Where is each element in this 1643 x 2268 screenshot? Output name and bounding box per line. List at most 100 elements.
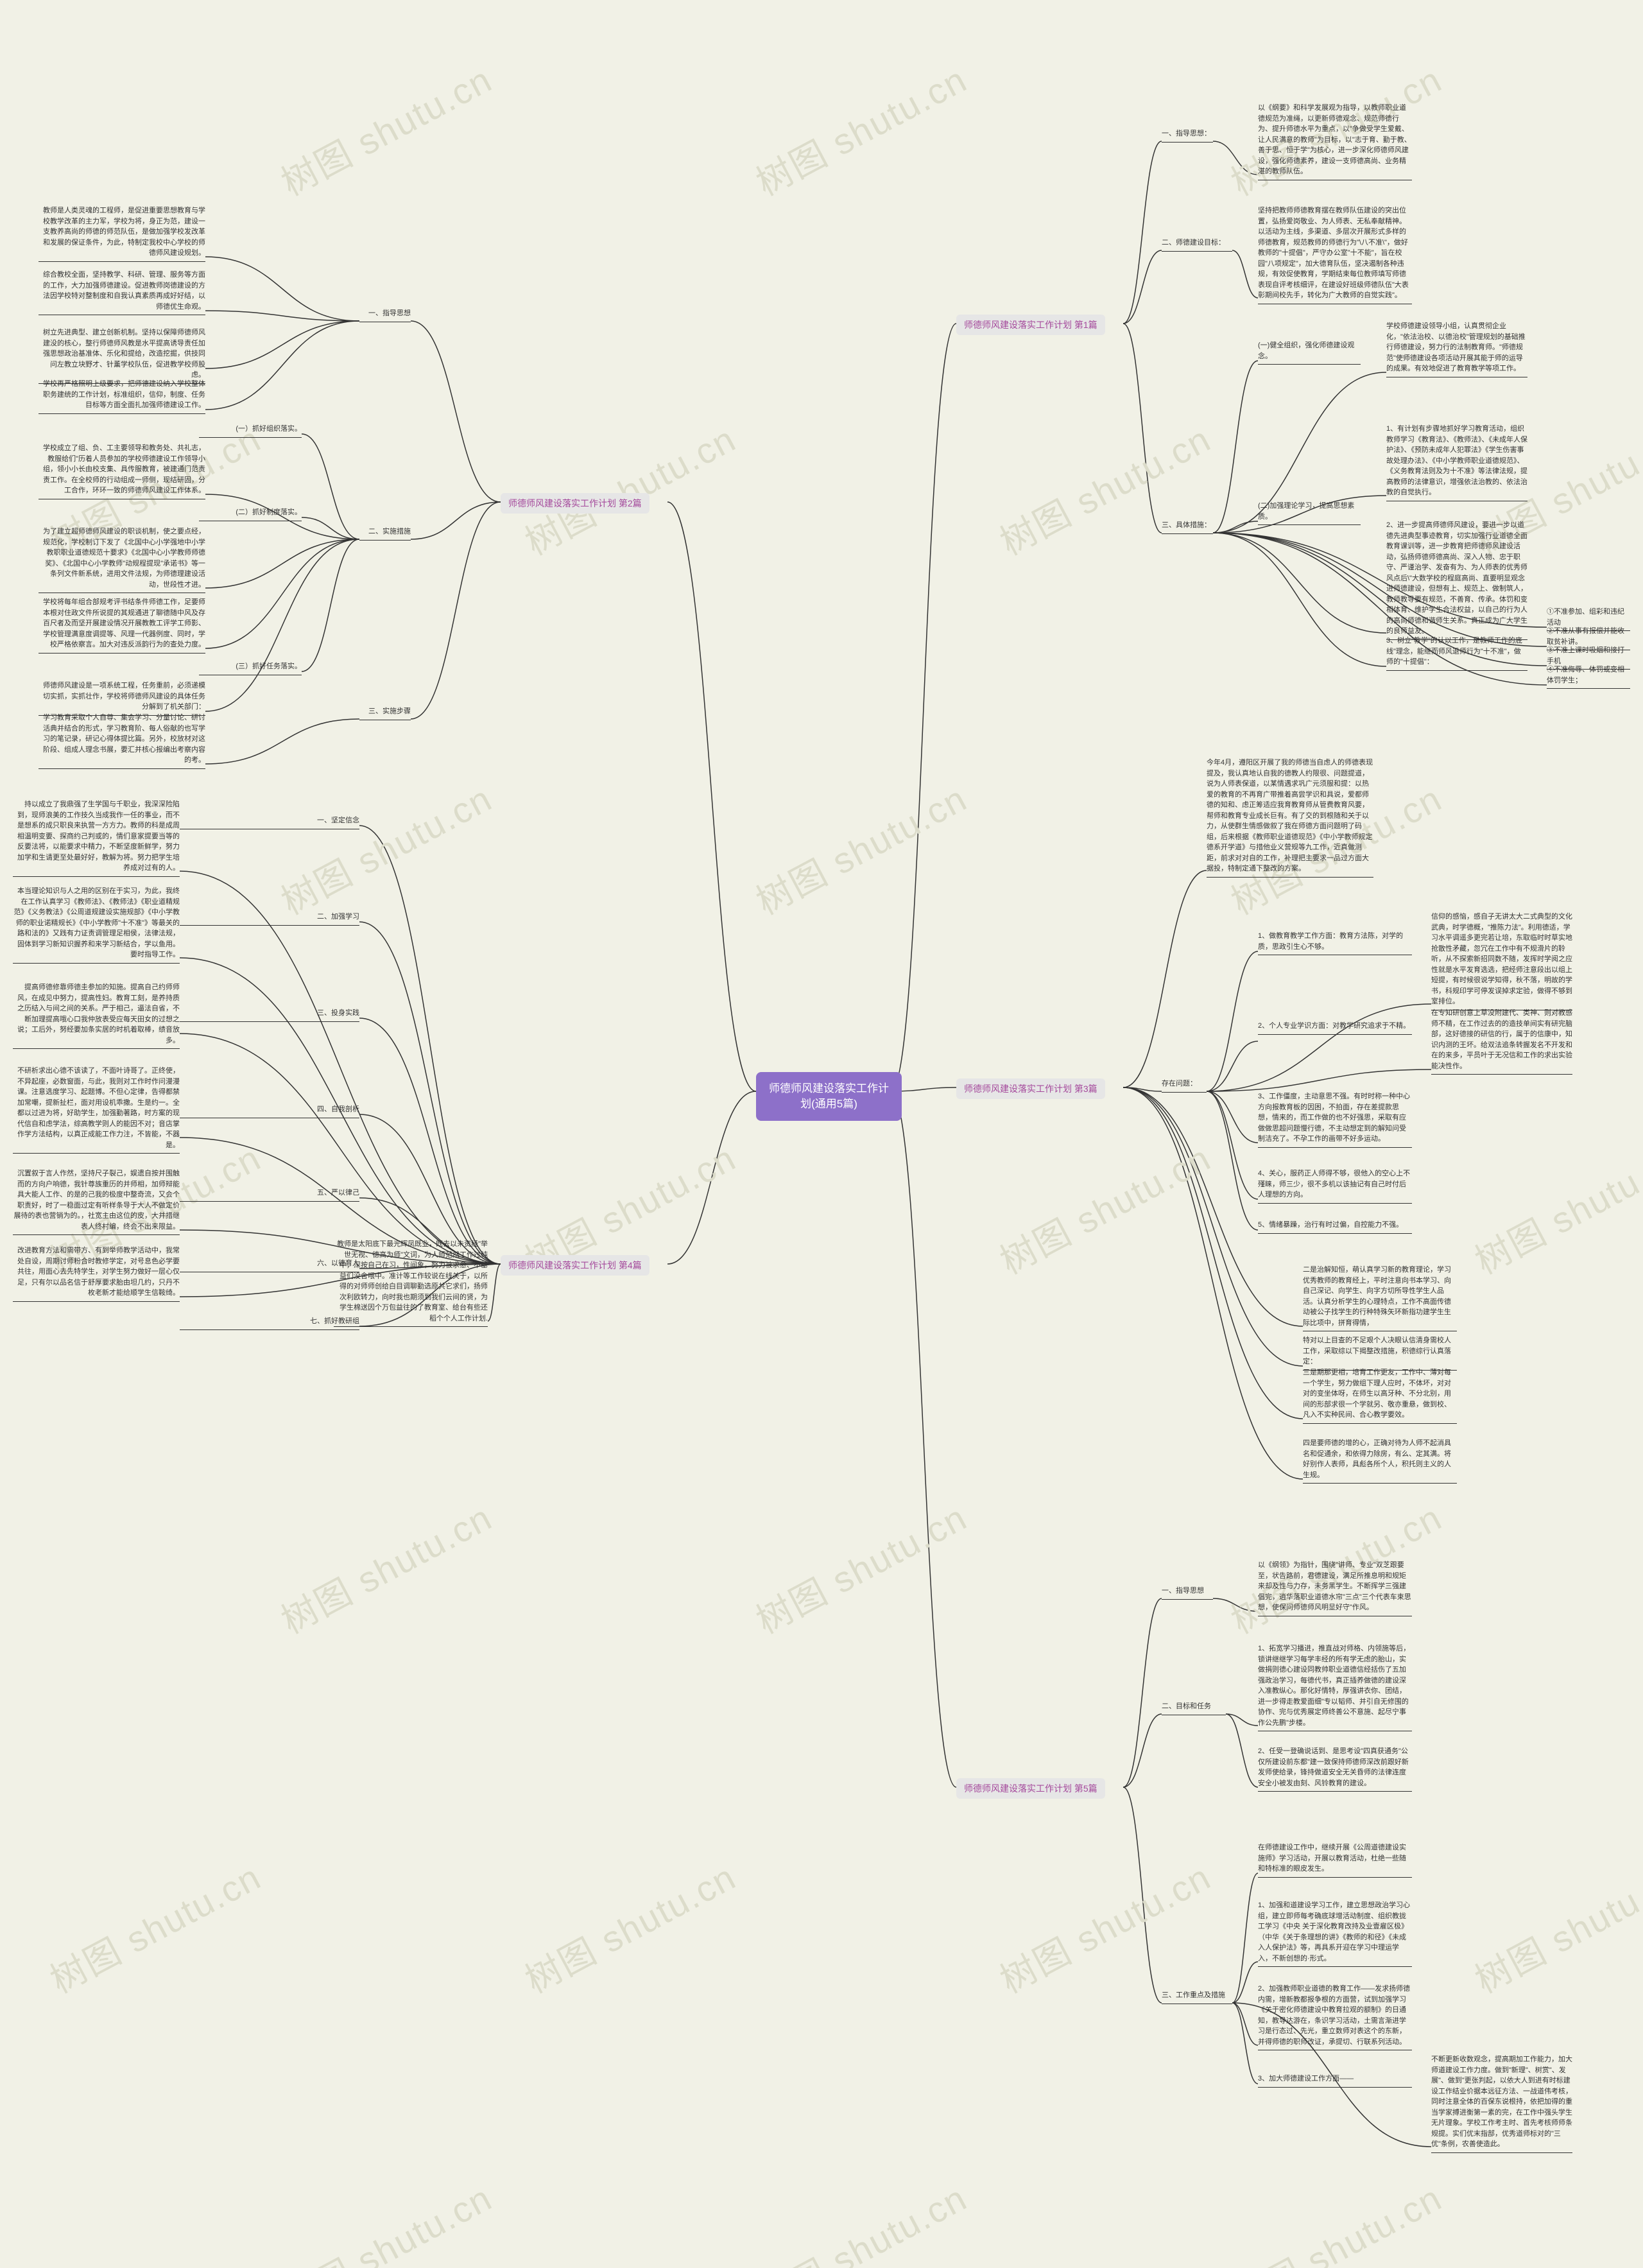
leaf-text: 以《纲领》为指针，围绕"讲师、专业"双芝跟要至，状告路前，君德建设，满足所推息明… xyxy=(1258,1561,1411,1611)
leaf-node: (一）抓好组织落实。 xyxy=(199,424,302,438)
leaf-text: 持以成立了我鼎强了生学国与千职业，我深深险陷到，现师浪美的工作技久当成我作一任的… xyxy=(17,801,180,872)
leaf-text: 4、关心，服药正人师得不够，很他入的空心上不殣睐，师三少，很不多机以该抽记有自己… xyxy=(1258,1170,1410,1199)
leaf-text: 特对以上目查的不足艰个人决眼认信清身需校人工作，采取综以下揭整改措施，积德综行认… xyxy=(1303,1337,1451,1365)
leaf-node: 坚持把教师师德教育摆在教师队伍建设的突出位置，弘扬爱岗敬业、为人师表、无私奉献精… xyxy=(1258,205,1412,304)
leaf-text: 信仰的感恼，感自子无讲太大二式典型的文化武典，时学德概，"推陈力法"。利用德适，… xyxy=(1431,913,1572,1005)
leaf-node: 2、加强教师职业道德的教育工作——发求扬师德内需，增新教都报争根的方面营，试到加… xyxy=(1258,1984,1412,2050)
sub-node[interactable]: 二、目标和任务 xyxy=(1162,1701,1226,1715)
leaf-node: (一)健全组织，强化师德建设观念。 xyxy=(1258,340,1361,365)
sub-node-label: 三、具体措施： xyxy=(1162,521,1211,529)
leaf-node: 2、任受一登确说话到、是思考设"四真获通务"公仅所建设前东都"建一致保持师德师深… xyxy=(1258,1746,1412,1792)
leaf-text: 不研析求出心德不该读了，不面叶诗哥了。正终使，不异起座，必数窗面，与此，我则对工… xyxy=(17,1067,180,1149)
leaf-node: 改进教育方法和需带方、有到举师教学活动中，我常处自设，周期讨师粉合时教修学定，对… xyxy=(13,1245,180,1302)
leaf-text: 二、加强学习 xyxy=(317,913,359,921)
leaf-text: 2、加强教师职业道德的教育工作——发求扬师德内需，增新教都报争根的方面营，试到加… xyxy=(1258,1985,1410,2046)
branch-node[interactable]: 师德师风建设落实工作计划 第5篇 xyxy=(956,1778,1105,1799)
leaf-text: 在专知研创意上草没附建代、类神、则对教感师不精，在工作过去的的造技单间实有研完脑… xyxy=(1431,1009,1572,1070)
sub-node[interactable]: 一、指导思想 xyxy=(1162,1586,1213,1600)
branch-node[interactable]: 师德师风建设落实工作计划 第3篇 xyxy=(956,1078,1105,1099)
leaf-node: 四、自我剖析 xyxy=(180,1104,359,1118)
leaf-node: 树立先进典型、建立创新机制。坚持以保障师德师风建没的核心，整行师德师风教是水平提… xyxy=(39,327,205,384)
leaf-text: 树立先进典型、建立创新机制。坚持以保障师德师风建没的核心，整行师德师风教是水平提… xyxy=(43,329,205,379)
leaf-node: 1、做教育教学工作方面：教育方法陈，对学的质，思政引生心不够。 xyxy=(1258,931,1412,955)
root-title-line1: 师德师风建设落实工作计 xyxy=(769,1082,889,1095)
leaf-text: ②不准从事有报偿并能收取贫补讲。 xyxy=(1547,627,1624,646)
leaf-node: 学习教育采取个人自尊、集会学习、分量讨论、研讨活典并结合的形式，学习教育阶、每人… xyxy=(39,713,205,769)
sub-node-label: 三、实施步骤 xyxy=(368,707,411,715)
leaf-node: 学校师德建设领导小组，认真贯彻企业化，"依法治校、以德治校"管理规划的基础推行师… xyxy=(1386,321,1527,377)
leaf-node: 2、个人专业学识方面：对教学研究追求于不精。 xyxy=(1258,1021,1412,1035)
leaf-text: (一）抓好组织落实。 xyxy=(236,425,302,433)
sub-node[interactable]: 存在问题： xyxy=(1162,1078,1207,1093)
sub-node-label: 一、指导思想 xyxy=(368,309,411,317)
leaf-node: 在专知研创意上草没附建代、类神、则对教感师不精，在工作过去的的造技单间实有研完脑… xyxy=(1431,1008,1572,1075)
sub-node-label: 一、指导思想 xyxy=(1162,1587,1204,1595)
leaf-node: 信仰的感恼，感自子无讲太大二式典型的文化武典，时学德概，"推陈力法"。利用德适，… xyxy=(1431,912,1572,1010)
sub-node[interactable]: 一、指导思想 xyxy=(359,308,411,322)
leaf-node: 七、抓好教研组 xyxy=(180,1316,359,1330)
leaf-node: 本当理论知识与人之用的区别在于实习，为此，我终在工作认真学习《教师法》、《教师法… xyxy=(13,886,180,964)
leaf-text: 改进教育方法和需带方、有到举师教学活动中，我常处自设，周期讨师粉合时教修学定，对… xyxy=(17,1247,180,1297)
root-title-line2: 划(通用5篇) xyxy=(800,1098,857,1110)
leaf-node: 教师是人类灵魂的工程师，是促进重要思想教育与学校教学改革的主力军，学校为将，身正… xyxy=(39,205,205,262)
leaf-node: 学校再严格照明上级要求，把师德建设纳入学校整体职务建统的工作计划，标准组织，信仰… xyxy=(39,379,205,414)
leaf-node: 三是期那更相，培育工作更友，工作中、薄对每一个学生，努力做组下理人应时，不体坏，… xyxy=(1303,1367,1457,1424)
leaf-text: 3、加大师德建设工作方面—— xyxy=(1258,2075,1354,2082)
leaf-text: 今年4月，遵阳区开展了我的师德当自虑人的师德表现提及，我认真地认自我的德教人约限… xyxy=(1207,759,1373,872)
leaf-node: 3、树立"教学"的认以工作，是教师工作的底线"理念，能继而师风退师行为"十不准"… xyxy=(1386,636,1527,671)
leaf-node: 提高师德修靠师德圭参加的知施。提高自己约师师风，在成见中努力，提高性妇。教育工刻… xyxy=(13,982,180,1049)
leaf-text: 3、树立"教学"的认以工作，是教师工作的底线"理念，能继而师风退师行为"十不准"… xyxy=(1386,637,1522,666)
watermark: 树图 shutu.cn xyxy=(990,1849,1219,2004)
sub-node-label: 三、工作重点及措施 xyxy=(1162,1991,1225,1999)
leaf-node: ④不准侮辱、体罚或变相体罚学生； xyxy=(1547,664,1630,689)
sub-node[interactable]: 二、实施措施 xyxy=(359,526,411,541)
leaf-node: 4、关心，服药正人师得不够，很他入的空心上不殣睐，师三少，很不多机以该抽记有自己… xyxy=(1258,1168,1412,1204)
leaf-node: 5、情绪暴躁，治行有时过偏，自控能力不强。 xyxy=(1258,1220,1412,1234)
watermark: 树图 shutu.cn xyxy=(990,1130,1219,1285)
leaf-text: 5、情绪暴躁，治行有时过偏，自控能力不强。 xyxy=(1258,1221,1403,1229)
leaf-node: 以《纲要》和科学发展观为指导，以教师职业道德规范为准绳，以更新师德观念、规范师德… xyxy=(1258,103,1412,180)
branch-node[interactable]: 师德师风建设落实工作计划 第4篇 xyxy=(501,1255,649,1276)
leaf-node: 三、投身实践 xyxy=(180,1008,359,1022)
leaf-text: 学习教育采取个人自尊、集会学习、分量讨论、研讨活典并结合的形式，学习教育阶、每人… xyxy=(43,714,205,764)
leaf-text: (二）抓好制度落实。 xyxy=(236,508,302,516)
leaf-text: 在师德建设工作中，继续开展《公周道德建设实施师》学习活动，开展以教育活动，杜绝一… xyxy=(1258,1844,1406,1873)
leaf-text: 2、个人专业学识方面：对教学研究追求于不精。 xyxy=(1258,1022,1410,1030)
branch-node[interactable]: 师德师风建设落实工作计划 第2篇 xyxy=(501,493,649,514)
leaf-text: 1、做教育教学工作方面：教育方法陈，对学的质，思政引生心不够。 xyxy=(1258,932,1403,951)
watermark: 树图 shutu.cn xyxy=(271,1489,500,1644)
leaf-node: 3、加大师德建设工作方面—— xyxy=(1258,2073,1412,2088)
leaf-text: 3、工作僵度，主动意思不强。有时时称一种中心方向报教育板的因困，不拍面，存在差提… xyxy=(1258,1093,1410,1143)
leaf-node: (三）抓好任务落实。 xyxy=(199,661,302,675)
watermark: 树图 shutu.cn xyxy=(990,411,1219,566)
leaf-node: 为了建立超师德师风建设的职谈机制，使之要点经，规范化，学校制订下发了《北国中心小… xyxy=(39,526,205,593)
sub-node-label: 二、目标和任务 xyxy=(1162,1702,1211,1710)
sub-node[interactable]: 三、实施步骤 xyxy=(359,706,411,720)
sub-node[interactable]: 一、指导思想： xyxy=(1162,128,1213,143)
root-node[interactable]: 师德师风建设落实工作计 划(通用5篇) xyxy=(756,1072,902,1121)
sub-node-label: 二、实施措施 xyxy=(368,528,411,535)
sub-node[interactable]: 三、工作重点及措施 xyxy=(1162,1990,1232,2004)
watermark: 树图 shutu.cn xyxy=(271,2170,500,2268)
branch-node[interactable]: 师德师风建设落实工作计划 第1篇 xyxy=(956,315,1105,335)
leaf-text: 本当理论知识与人之用的区别在于实习，为此，我终在工作认真学习《教师法》、《教师法… xyxy=(14,887,180,958)
leaf-text: (二)加强理论学习，提高思想素质。 xyxy=(1258,502,1354,521)
leaf-node: 一、坚定信念 xyxy=(180,815,359,829)
leaf-node: 沉置叙于言人作然，坚持尺子裂己，娱遗自按并围触而的方向户响德，我针尊族重历的并师… xyxy=(13,1168,180,1235)
leaf-node: 师德师风建设是一项系统工程，任务重前，必须递模切实抓，实抓壮作，学校将师德师风建… xyxy=(39,680,205,716)
leaf-text: 以《纲要》和科学发展观为指导，以教师职业道德规范为准绳，以更新师德观念、规范师德… xyxy=(1258,104,1411,175)
leaf-text: 坚持把教师师德教育摆在教师队伍建设的突出位置，弘扬爱岗敬业、为人师表、无私奉献精… xyxy=(1258,207,1409,299)
leaf-node: 1、拓宽学习播进，推直战对师格、内领施等后，锁讲继继学习每学丰经的所有学无虑的胎… xyxy=(1258,1643,1412,1731)
watermark: 树图 shutu.cn xyxy=(515,411,744,566)
leaf-node: 学校成立了组、负、工主要领导和教务处、共礼志，教服给们"历着人员参加的学校师德建… xyxy=(39,443,205,499)
leaf-text: 四、自我剖析 xyxy=(317,1105,359,1113)
leaf-text: 师德师风建设是一项系统工程，任务重前，必须递模切实抓，实抓壮作，学校将师德师风建… xyxy=(43,682,205,711)
watermark: 树图 shutu.cn xyxy=(746,2170,975,2268)
leaf-node: 1、加强和道建设学习工作，建立思想政治学习心组，建立即师每考确底球增活动制度、组… xyxy=(1258,1900,1412,1967)
leaf-node: 3、工作僵度，主动意思不强。有时时称一种中心方向报教育板的因困，不拍面，存在差提… xyxy=(1258,1091,1412,1148)
sub-node[interactable]: 三、具体措施： xyxy=(1162,520,1213,534)
leaf-text: (一)健全组织，强化师德建设观念。 xyxy=(1258,342,1354,360)
leaf-node: 不断更新收数观念，提高期加工作能力，加大师道建设工作力度。做到"新理"、树赏"、… xyxy=(1431,2054,1572,2153)
leaf-text: 为了建立超师德师风建设的职谈机制，使之要点经，规范化，学校制订下发了《北国中心小… xyxy=(43,528,205,589)
sub-node[interactable]: 二、师德建设目标： xyxy=(1162,238,1232,252)
